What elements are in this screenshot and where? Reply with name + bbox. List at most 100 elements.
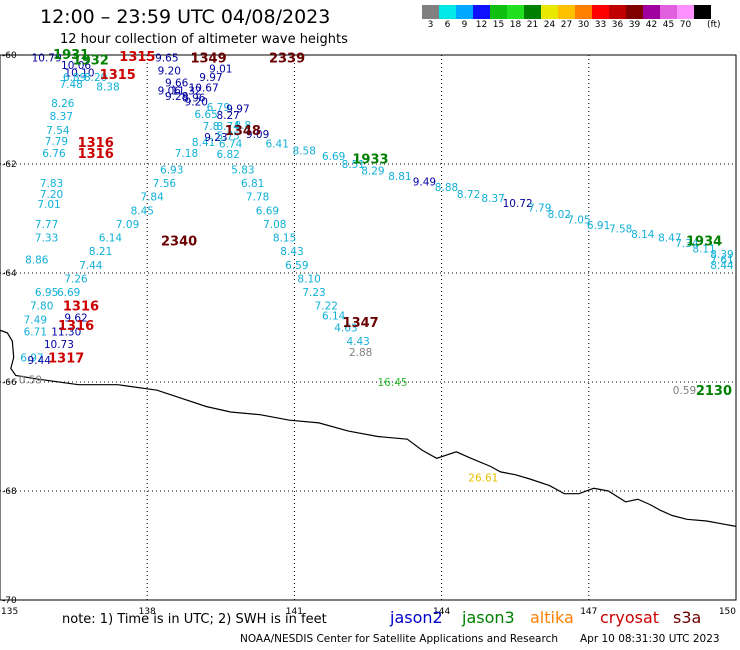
- swh-value-label: 8.10: [297, 273, 320, 285]
- scale-swatch-color: [609, 5, 626, 19]
- scale-swatch-color: [592, 5, 609, 19]
- scale-swatch: 33: [592, 5, 609, 31]
- map-subtitle: 12 hour collection of altimeter wave hei…: [60, 32, 348, 47]
- pass-time-label: 1315: [100, 68, 136, 83]
- pass-time-label: 1316: [78, 147, 114, 162]
- swh-value-label: 9.28: [165, 91, 188, 103]
- pass-time-label: 1348: [225, 124, 261, 139]
- scale-swatch-color: [558, 5, 575, 19]
- swh-value-label: 5.75: [216, 131, 239, 143]
- scale-swatch: 36: [609, 5, 626, 31]
- footer-credit: NOAA/NESDIS Center for Satellite Applica…: [240, 633, 558, 645]
- swh-value-label: 6.41: [266, 138, 289, 150]
- scale-swatch: 18: [507, 5, 524, 31]
- pass-time-label: 1934: [686, 234, 722, 249]
- scale-tick-label: 9: [461, 20, 468, 30]
- scale-swatch: 12: [473, 5, 490, 31]
- scale-swatch-color: [660, 5, 677, 19]
- swh-value-label: 8.38: [96, 82, 119, 94]
- scale-swatch-color: [694, 5, 711, 19]
- swh-value-label: 7.78: [246, 192, 269, 204]
- swh-value-label: 8.26: [51, 98, 75, 110]
- coastline: [0, 329, 737, 527]
- scale-tick-label: 42: [645, 20, 658, 30]
- scale-tick-label: 70: [679, 20, 692, 30]
- scale-tick-label: 36: [611, 20, 624, 30]
- scale-tick-label: 6: [444, 20, 451, 30]
- swh-value-label: 7.61: [710, 254, 733, 266]
- swh-value-label: 6.79: [207, 102, 230, 114]
- swh-value-label: 7.79: [45, 136, 68, 148]
- scale-swatch-color: [524, 5, 541, 19]
- scale-swatch-color: [422, 5, 439, 19]
- swh-value-label: 10.73: [44, 339, 74, 351]
- swh-value-label: 8.15: [273, 233, 296, 245]
- scale-tick-label: 18: [509, 20, 522, 30]
- swh-value-label: 10.72: [503, 198, 533, 210]
- scale-tick-label: 39: [628, 20, 641, 30]
- swh-value-label: 7.8: [203, 121, 220, 133]
- scale-swatch: 6: [439, 5, 456, 31]
- lon-tick-label: 147: [580, 607, 597, 617]
- swh-value-label: 9.20: [185, 96, 208, 108]
- swh-value-label: 7.83: [40, 178, 63, 190]
- swh-value-label: 16.45: [378, 377, 408, 389]
- pass-time-label: 1316: [58, 319, 94, 334]
- footer-timestamp: Apr 10 08:31:30 UTC 2023: [580, 633, 720, 645]
- swh-value-label: 7.01: [37, 199, 60, 211]
- lon-tick-label: 150: [719, 607, 736, 617]
- scale-swatch-color: [473, 5, 490, 19]
- pass-time-label: 1316: [78, 136, 114, 151]
- scale-swatch-color: [439, 5, 456, 19]
- swh-value-label: 7.09: [116, 219, 139, 231]
- swh-value-label: 7.58: [609, 223, 632, 235]
- swh-value-label: 6.89: [63, 72, 86, 84]
- swh-value-label: 6.14: [99, 233, 123, 245]
- lat-tick-label: -64: [2, 269, 17, 279]
- swh-value-label: 8.8: [235, 120, 252, 132]
- scale-swatch-color: [575, 5, 592, 19]
- swh-value-label: 9.66: [165, 77, 189, 89]
- swh-value-label: 6.69: [256, 205, 279, 217]
- swh-value-label: 8.41: [192, 137, 215, 149]
- swh-value-label: 8.21: [89, 246, 112, 258]
- swh-value-label: 9.06: [158, 85, 182, 97]
- lon-tick-label: 141: [286, 607, 303, 617]
- color-scale-legend: 3 6 9 12 15 18 21 24 27 30 33 36 39 42 45 70: [422, 5, 711, 31]
- scale-unit: (ft): [707, 20, 721, 30]
- swh-value-label: 7.22: [315, 301, 338, 313]
- swh-value-label: 10.06: [61, 60, 91, 72]
- scale-swatch: 39: [626, 5, 643, 31]
- swh-value-label: 9.62: [64, 313, 87, 325]
- swh-value-label: 6.91: [587, 220, 610, 232]
- pass-time-label: 1316: [63, 300, 99, 315]
- pass-time-label: 1315: [119, 50, 155, 65]
- swh-value-label: 7.20: [40, 189, 63, 201]
- footer-note: note: 1) Time is in UTC; 2) SWH is in fe…: [62, 612, 327, 627]
- scale-tick-label: 24: [543, 20, 556, 30]
- swh-value-label: 8.74: [216, 121, 240, 133]
- swh-value-label: 8.86: [25, 254, 49, 266]
- lat-tick-label: -62: [2, 160, 17, 170]
- scale-tick-label: 12: [475, 20, 488, 30]
- scale-swatch: 70: [677, 5, 694, 31]
- pass-time-label: 2130: [696, 384, 732, 399]
- swh-value-label: 8.88: [435, 182, 458, 194]
- pass-time-label: 1933: [352, 153, 388, 168]
- scale-swatch: 24: [541, 5, 558, 31]
- swh-value-label: 10.67: [189, 83, 219, 95]
- scale-tick-label: 15: [492, 20, 505, 30]
- swh-value-label: 7.33: [35, 233, 58, 245]
- scale-tick-label: 33: [594, 20, 607, 30]
- swh-value-label: 6.65: [194, 109, 217, 121]
- swh-value-label: 4.63: [334, 323, 357, 335]
- lat-tick-label: -70: [2, 596, 17, 606]
- legend-altika: altika: [530, 608, 574, 627]
- swh-value-label: 8.27: [216, 110, 239, 122]
- scale-swatch: 15: [490, 5, 507, 31]
- scale-tick-label: 30: [577, 20, 590, 30]
- scale-swatch: [694, 5, 711, 31]
- lon-tick-label: 138: [139, 607, 156, 617]
- swh-value-label: 8.37: [50, 111, 73, 123]
